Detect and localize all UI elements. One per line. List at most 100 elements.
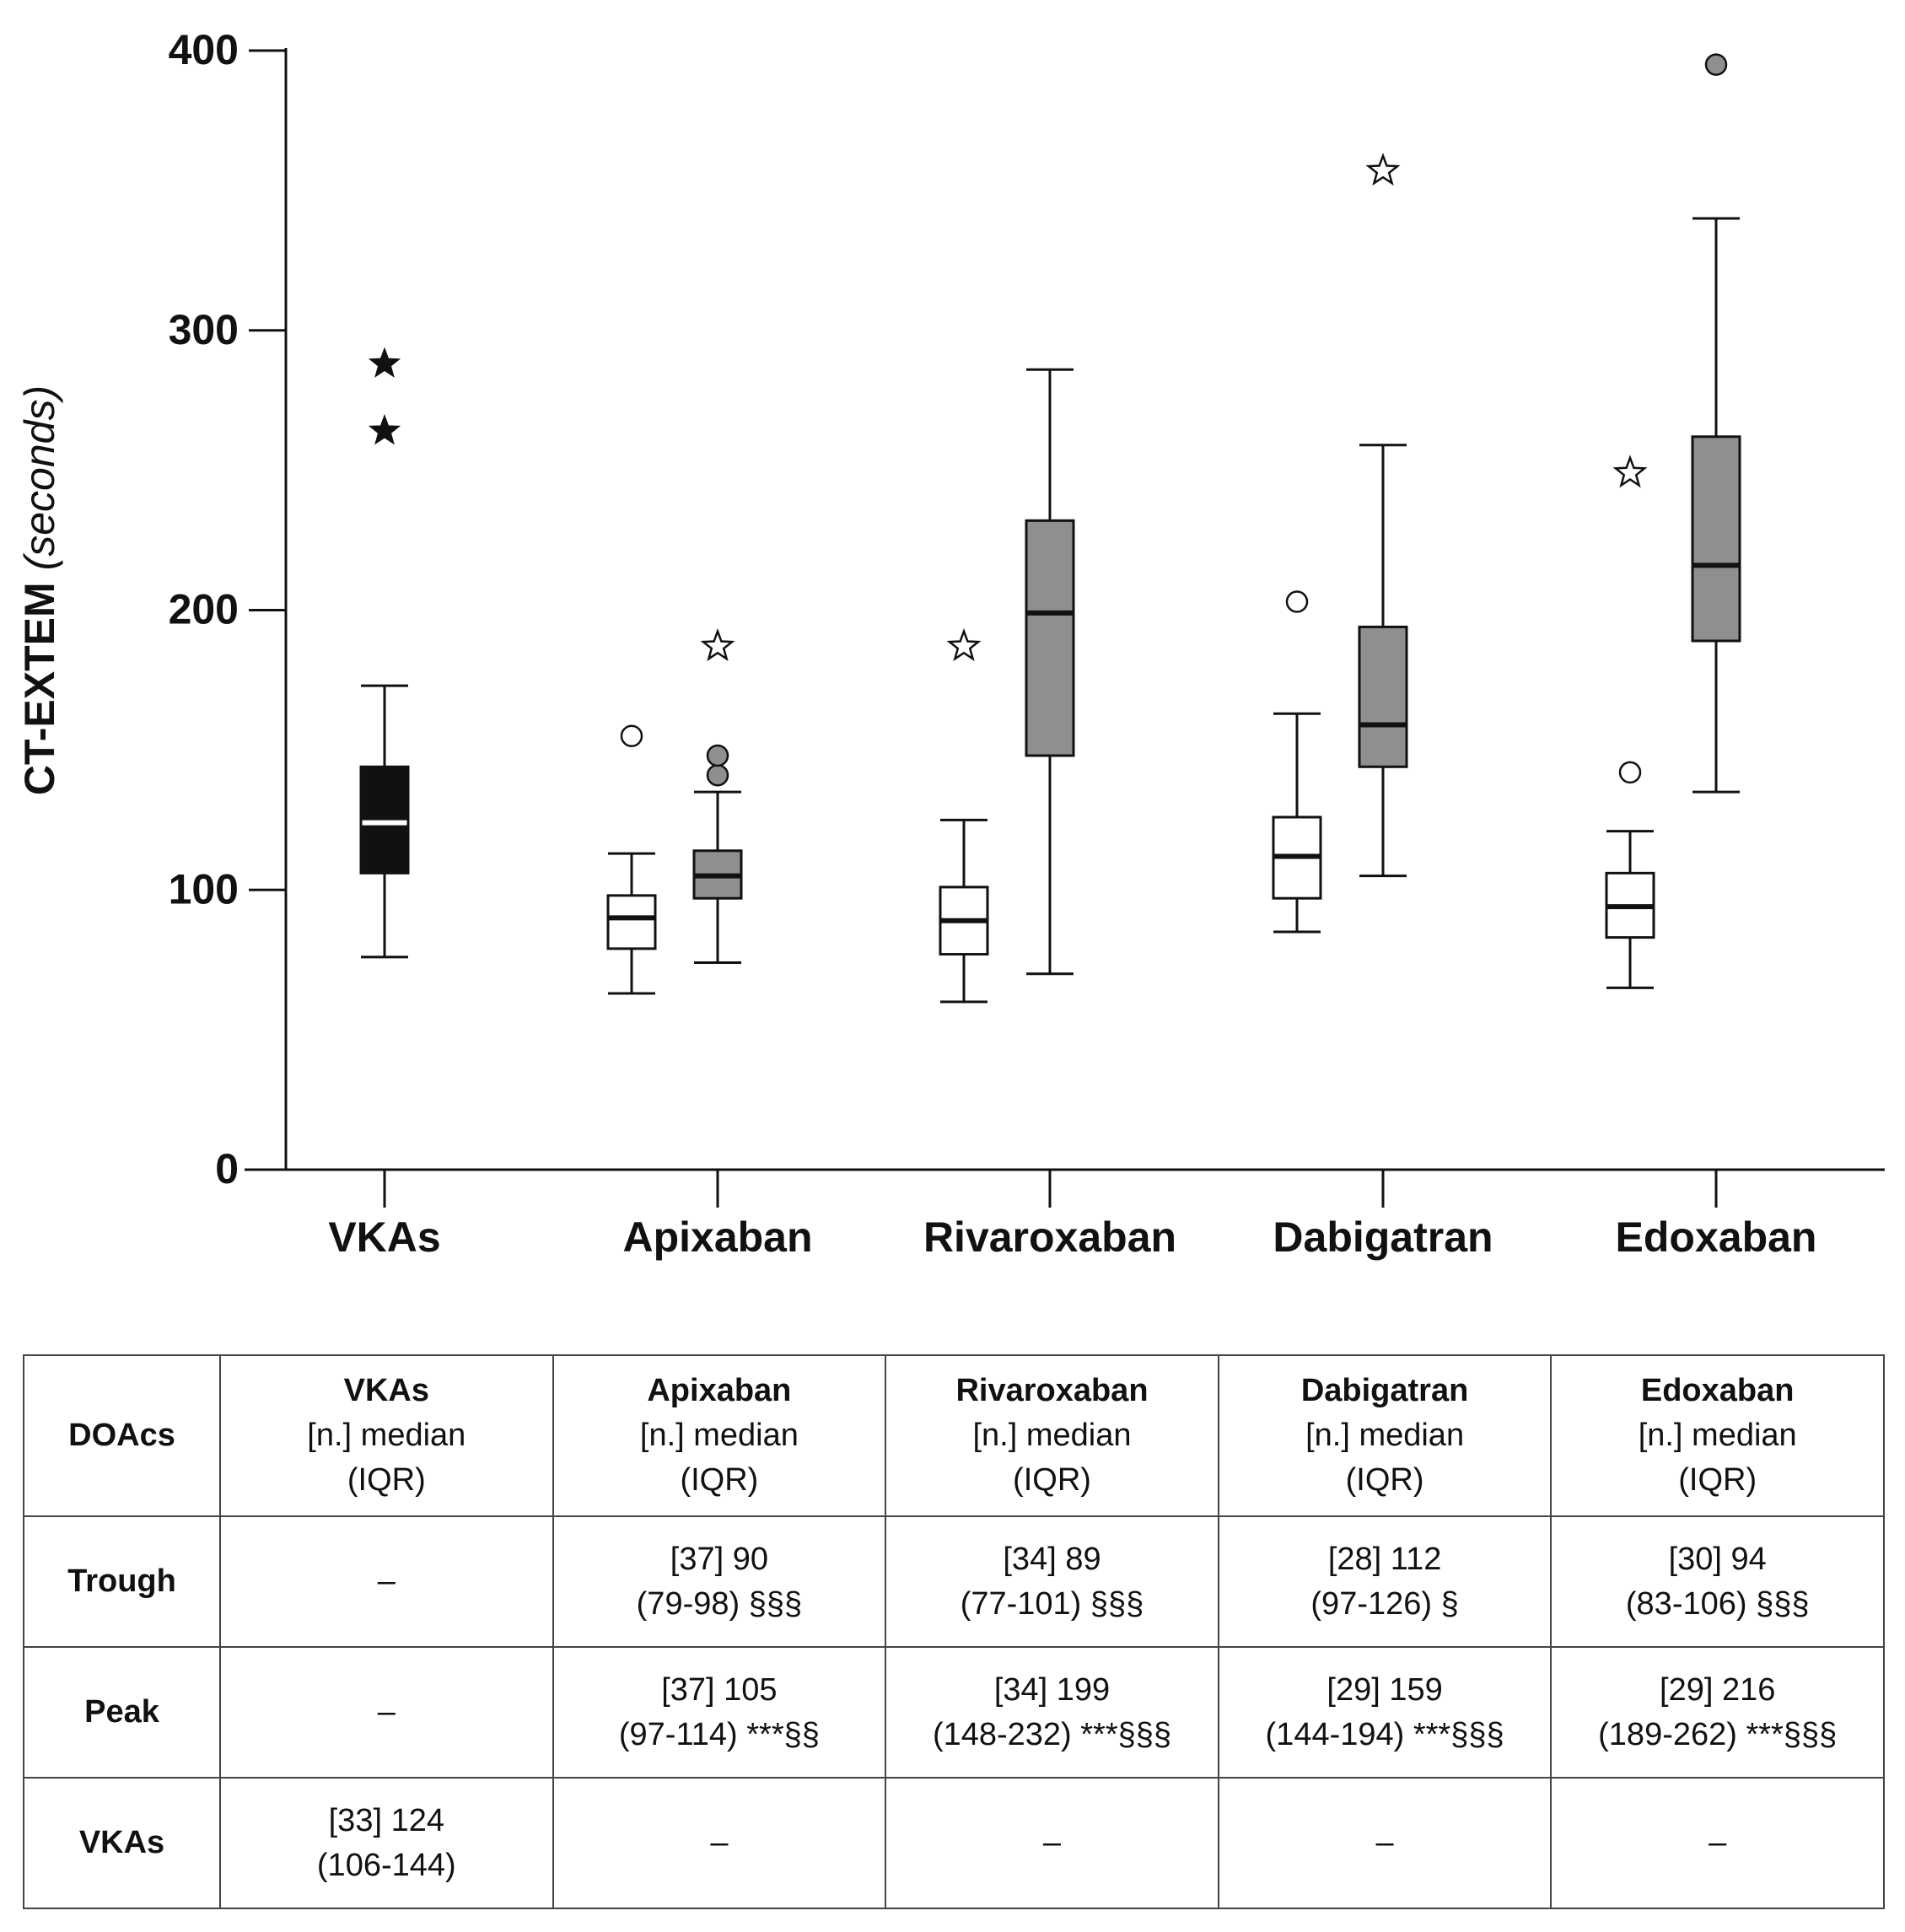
col-sub2: (IQR) [1345,1462,1424,1498]
y-tick-label: 0 [215,1145,239,1192]
col-name: Apixaban [647,1373,792,1408]
x-tick-label: Edoxaban [1616,1214,1817,1261]
cell-line1: – [377,1563,396,1599]
cell-line2: (144-194) ***§§§ [1265,1716,1504,1752]
cell-line1: – [1375,1825,1394,1860]
y-tick-label: 200 [169,586,239,633]
apixaban-trough-box [606,894,657,950]
col-name: VKAs [343,1373,429,1408]
rivaroxaban-peak-box [1025,519,1075,757]
table-col-header: Apixaban [n.] median (IQR) [552,1354,887,1517]
apixaban-peak-outlier [706,763,729,787]
y-tick-label: 400 [169,26,239,73]
cell-line1: [37] 105 [661,1671,778,1708]
table-row-peak: Peak – [37] 105 (97-114) ***§§ [34] 199 (1… [23,1646,1885,1779]
table-cell: [37] 105 (97-114) ***§§ [552,1646,887,1779]
stats-table: DOAcs VKAs [n.] median (IQR) Apixaban [n… [23,1354,1885,1909]
edoxaban-peak-outlier [1704,53,1728,76]
cell-line2: (189-262) ***§§§ [1598,1716,1838,1752]
table-cell: – [219,1646,554,1779]
dabigatran-trough-outlier [1285,590,1309,613]
cell-line1: [33] 124 [328,1802,444,1838]
cell-line2: (106-144) [316,1847,456,1883]
table-cell: [37] 90 (79-98) §§§ [552,1515,887,1648]
col-name: Rivaroxaban [955,1373,1149,1408]
table-cell: [29] 159 (144-194) ***§§§ [1217,1646,1553,1779]
table-cell: – [885,1777,1219,1909]
apixaban-peak-extreme-star [700,627,735,662]
boxplot-chart: 0 100 200 300 400 CT-EXTEM (seconds) VKAs Apixa… [16,26,1885,1261]
vkas-box [359,765,410,875]
chart-canvas: 0 100 200 300 400 CT-EXTEM (seconds) VKAs Apixa… [16,26,1885,1261]
vkas-extreme-star [368,347,401,378]
x-tick-label: VKAs [328,1214,440,1261]
dabigatran-peak-extreme-star [1365,153,1401,186]
cell-line2: (148-232) ***§§§ [932,1716,1172,1752]
row-label: VKAs [23,1777,221,1909]
dabigatran-peak-box [1358,625,1408,768]
table-cell: [34] 89 (77-101) §§§ [885,1515,1219,1648]
cell-line2: (97-126) § [1310,1585,1459,1622]
col-sub1: [n.] median [1305,1418,1465,1453]
col-sub2: (IQR) [347,1462,426,1498]
edoxaban-trough-outlier [1618,761,1642,784]
x-tick-label: Rivaroxaban [923,1214,1176,1261]
cell-line1: [30] 94 [1668,1541,1767,1577]
col-sub2: (IQR) [680,1462,759,1498]
table-cell: – [219,1515,554,1648]
table-cell: [33] 124 (106-144) [219,1777,554,1909]
cell-line1: – [377,1694,396,1730]
table-corner: DOAcs [23,1354,221,1517]
cell-line1: [34] 89 [1003,1541,1101,1577]
table-cell: [28] 112 (97-126) § [1217,1515,1553,1648]
col-sub1: [n.] median [639,1418,799,1453]
rivaroxaban-trough-extreme-star [946,627,982,662]
x-tick-label: Apixaban [622,1214,812,1261]
y-tick-label: 100 [169,865,239,912]
edoxaban-trough-extreme-star [1612,455,1648,488]
cell-line2: (83-106) §§§ [1625,1585,1810,1622]
table-col-header: Rivaroxaban [n.] median (IQR) [885,1354,1219,1517]
y-axis-title-main: CT-EXTEM [16,570,63,795]
y-tick-label: 300 [169,306,239,353]
cell-line1: [34] 199 [993,1671,1111,1708]
cell-line1: – [710,1825,729,1860]
table-cell: – [552,1777,887,1909]
apixaban-peak-outlier [706,744,729,767]
cell-line2: (77-101) §§§ [960,1585,1144,1622]
cell-line1: [29] 159 [1327,1671,1443,1708]
cell-line2: (79-98) §§§ [636,1585,803,1622]
edoxaban-peak-box [1691,435,1741,643]
row-label: Peak [23,1646,221,1779]
cell-line1: [29] 216 [1660,1671,1776,1708]
vkas-extreme-star [368,414,401,445]
col-sub1: [n.] median [1638,1418,1797,1453]
table-row-vkas: VKAs [33] 124 (106-144) – – – – [23,1777,1885,1909]
table-cell: [29] 216 (189-262) ***§§§ [1550,1646,1885,1779]
table-row-trough: Trough – [37] 90 (79-98) §§§ [34] 89 (77-1… [23,1515,1885,1648]
table-cell: [34] 199 (148-232) ***§§§ [885,1646,1219,1779]
col-sub2: (IQR) [1678,1462,1757,1498]
col-sub1: [n.] median [972,1418,1132,1453]
table-header-row: DOAcs VKAs [n.] median (IQR) Apixaban [n… [23,1354,1885,1517]
table-cell: [30] 94 (83-106) §§§ [1550,1515,1885,1648]
table-cell: – [1217,1777,1553,1909]
col-name: Dabigatran [1300,1373,1469,1408]
cell-line1: – [1042,1825,1062,1860]
table-cell: – [1550,1777,1885,1909]
col-sub2: (IQR) [1013,1462,1091,1498]
cell-line2: (97-114) ***§§ [618,1716,820,1752]
apixaban-trough-outlier [620,724,643,748]
table-col-header: VKAs [n.] median (IQR) [219,1354,554,1517]
y-axis-title-unit: (seconds) [16,385,63,571]
cell-line1: – [1709,1825,1727,1860]
table-col-header: Edoxaban [n.] median (IQR) [1550,1354,1885,1517]
col-name: Edoxaban [1640,1373,1795,1408]
row-label: Trough [23,1515,221,1648]
table-col-header: Dabigatran [n.] median (IQR) [1217,1354,1553,1517]
x-tick-label: Dabigatran [1273,1214,1493,1261]
col-sub1: [n.] median [307,1418,466,1453]
cell-line1: [28] 112 [1327,1541,1442,1577]
cell-line1: [37] 90 [670,1541,768,1577]
y-axis-title: CT-EXTEM (seconds) [16,385,63,795]
